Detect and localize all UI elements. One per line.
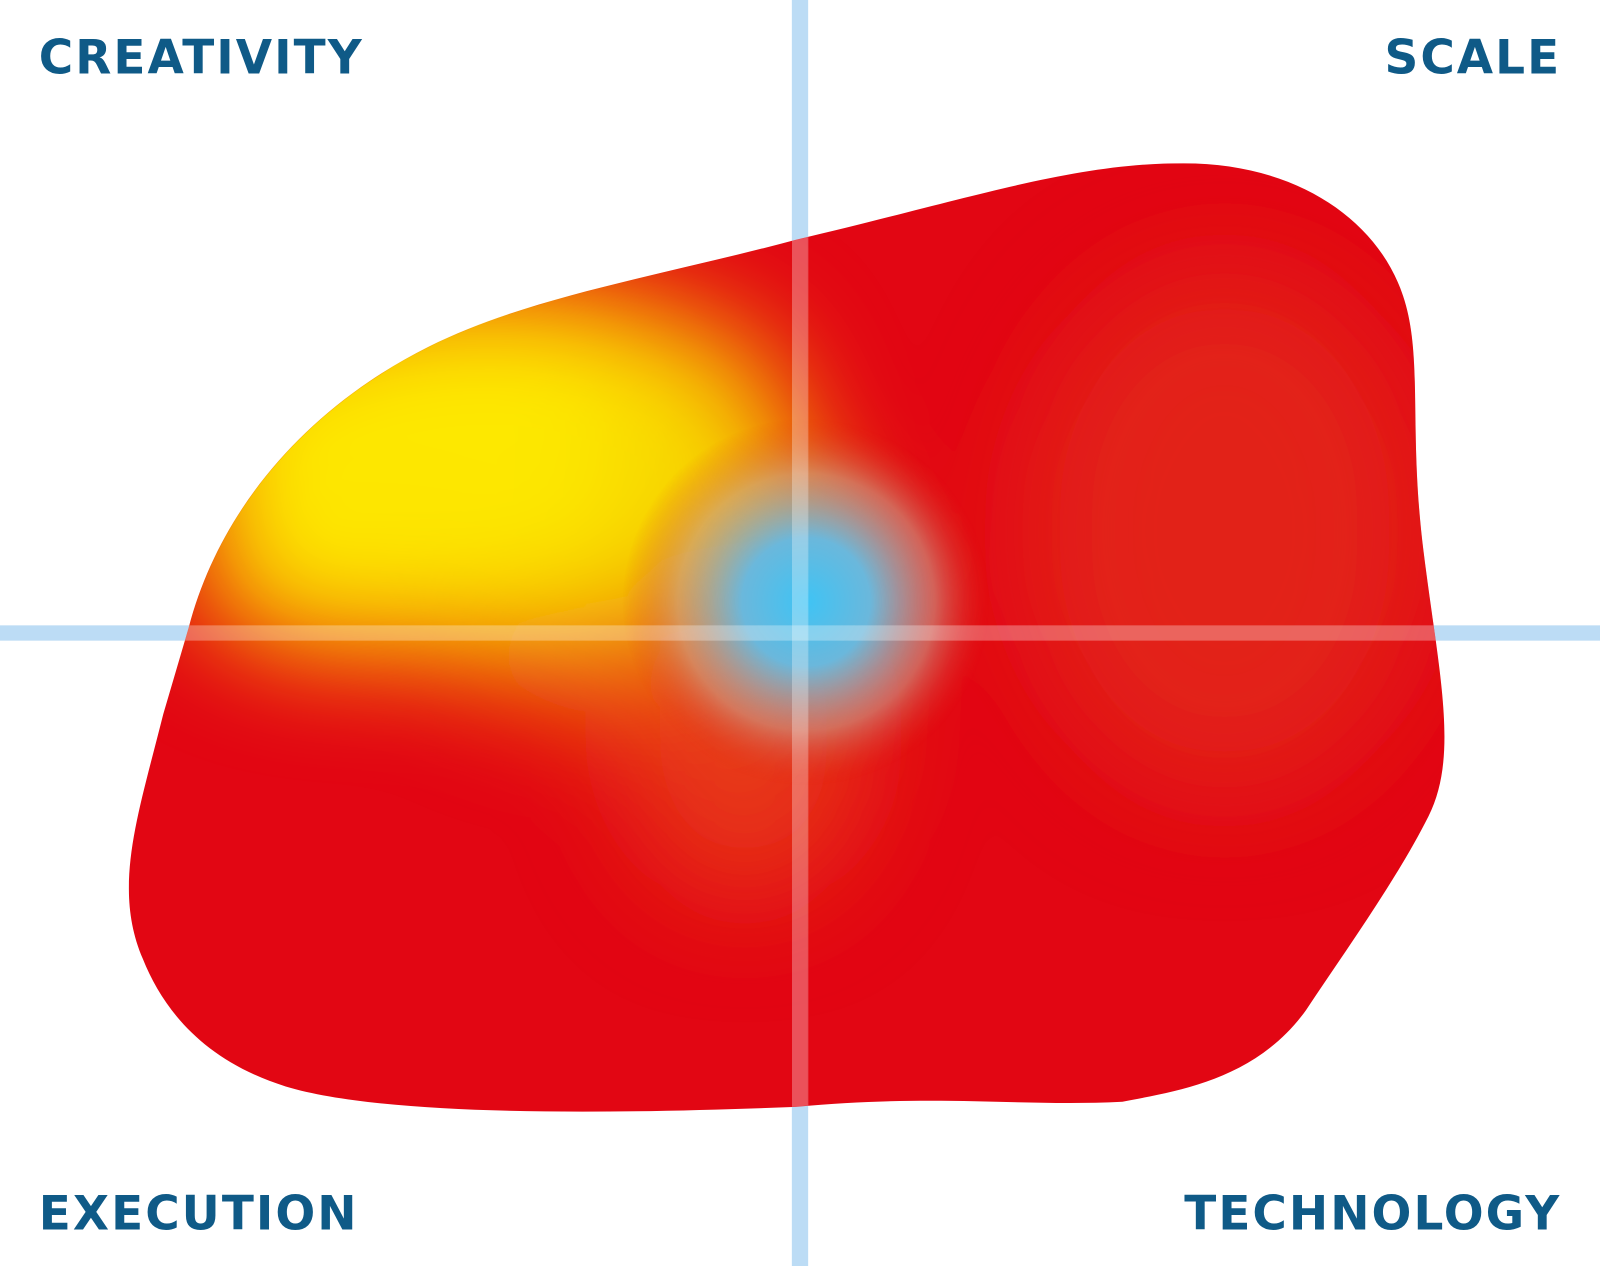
quadrant-label: CREATIVITY <box>39 30 364 85</box>
vertical-axis-overlay <box>791 163 809 1112</box>
horizontal-axis-overlay <box>128 625 1445 641</box>
quadrant-label: EXECUTION <box>39 1186 359 1241</box>
quadrant-label: TECHNOLOGY <box>1184 1186 1561 1241</box>
blue-center <box>622 418 990 786</box>
quadrant-label: SCALE <box>1384 30 1561 85</box>
